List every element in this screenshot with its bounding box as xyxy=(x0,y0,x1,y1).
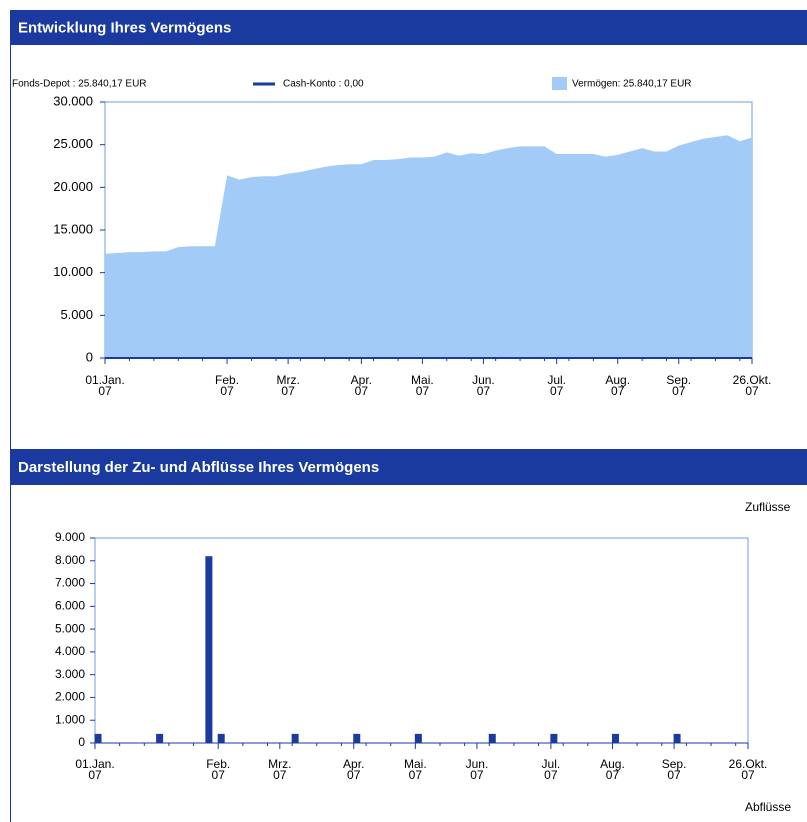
x-tick-label: Mrz. 07 xyxy=(268,757,292,782)
x-tick-label: Jul. 07 xyxy=(547,373,567,398)
y-tick-label: 5.000 xyxy=(55,621,85,635)
legend-label: Fonds-Depot : 25.840,17 EUR xyxy=(12,79,147,90)
bar xyxy=(156,733,164,743)
y-tick-label: 8.000 xyxy=(55,553,85,567)
bar xyxy=(488,733,496,743)
bar xyxy=(611,733,619,743)
y-tick-label: 0 xyxy=(86,349,93,364)
bar xyxy=(673,733,681,743)
bar xyxy=(94,733,102,743)
bar xyxy=(205,556,213,743)
y-tick-label: 20.000 xyxy=(53,179,93,194)
y-tick-label: 10.000 xyxy=(53,264,93,279)
x-tick-label: Apr. 07 xyxy=(350,373,373,398)
section-title: Entwicklung Ihres Vermögens xyxy=(18,19,231,36)
annotation: Abflüsse xyxy=(745,800,791,814)
x-tick-label: Aug. 07 xyxy=(605,373,631,398)
section-header xyxy=(10,449,807,485)
y-tick-label: 2.000 xyxy=(55,690,85,704)
x-tick-label: Feb. 07 xyxy=(215,373,240,398)
plot-frame xyxy=(94,537,749,744)
x-tick-label: Sep. 07 xyxy=(661,757,687,782)
y-tick-label: 0 xyxy=(78,735,85,749)
section-header xyxy=(10,10,807,45)
x-tick-label: 26.Okt. 07 xyxy=(728,757,768,782)
y-tick-label: 5.000 xyxy=(60,307,93,322)
area xyxy=(105,135,752,358)
y-tick-label: 3.000 xyxy=(55,667,85,681)
legend-label: Vermögen: 25.840,17 EUR xyxy=(572,79,692,90)
bar xyxy=(550,733,558,743)
x-tick-label: Feb. 07 xyxy=(206,757,231,782)
x-tick-label: Mrz. 07 xyxy=(276,373,300,398)
y-tick-label: 25.000 xyxy=(53,136,93,151)
annotation: Zuflüsse xyxy=(745,500,791,514)
x-tick-label: Sep. 07 xyxy=(666,373,692,398)
x-tick-label: Mai. 07 xyxy=(411,373,434,398)
x-tick-label: Jun. 07 xyxy=(465,757,489,782)
y-tick-label: 9.000 xyxy=(55,530,85,544)
x-tick-label: Jul. 07 xyxy=(541,757,561,782)
bar xyxy=(353,733,361,743)
y-tick-label: 30.000 xyxy=(53,93,93,108)
y-tick-label: 7.000 xyxy=(55,576,85,590)
x-tick-label: 01.Jan. 07 xyxy=(85,373,125,398)
y-tick-label: 15.000 xyxy=(53,221,93,236)
bar xyxy=(414,733,422,743)
x-tick-label: 01.Jan. 07 xyxy=(75,757,115,782)
y-tick-label: 1.000 xyxy=(55,712,85,726)
x-tick-label: 26.Okt. 07 xyxy=(732,373,772,398)
bar xyxy=(217,733,225,743)
x-tick-label: Aug. 07 xyxy=(600,757,625,782)
bar xyxy=(291,733,299,743)
x-tick-label: Apr. 07 xyxy=(343,757,365,782)
x-tick-label: Jun. 07 xyxy=(472,373,495,398)
y-tick-label: 6.000 xyxy=(55,599,85,613)
legend-label: Cash-Konto : 0,00 xyxy=(283,79,364,90)
x-tick-label: Mai. 07 xyxy=(403,757,427,782)
y-tick-label: 4.000 xyxy=(55,644,85,658)
legend-swatch xyxy=(552,77,567,90)
section-title: Darstellung der Zu- und Abflüsse Ihres V… xyxy=(18,459,379,476)
